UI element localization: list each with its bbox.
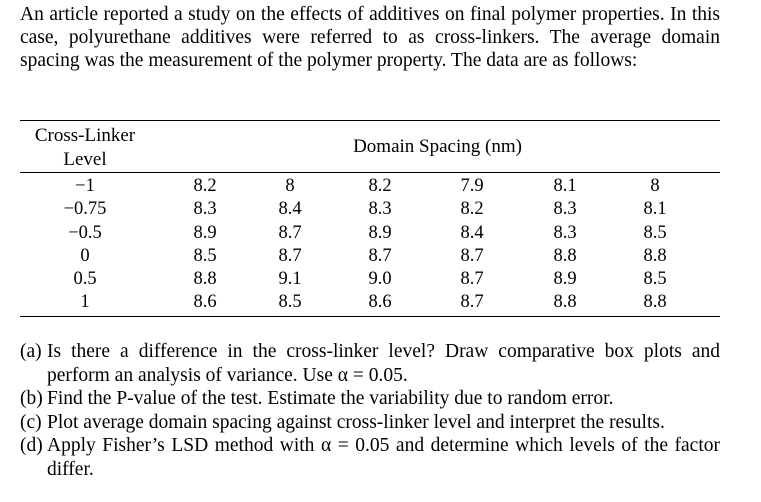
value-cell: 8.4	[460, 222, 484, 243]
value-cell: 8.7	[278, 222, 302, 243]
table-row: 1 8.6 8.5 8.6 8.7 8.8 8.8	[20, 291, 720, 314]
question-item: (d) Apply Fisher’s LSD method with α = 0…	[20, 434, 720, 481]
value-cell: 8.4	[278, 199, 302, 220]
value-cell: 8.9	[368, 222, 392, 243]
value-cell: 8.8	[553, 292, 577, 313]
value-cell: 8.7	[460, 269, 484, 290]
value-cell: 8.2	[193, 176, 217, 196]
question-item: (b) Find the P-value of the test. Estima…	[20, 387, 720, 411]
value-cell: 8.8	[643, 292, 667, 313]
question-item: (a) Is there a difference in the cross-l…	[20, 340, 720, 387]
value-cell: 7.9	[460, 176, 484, 196]
table-row: −0.5 8.9 8.7 8.9 8.4 8.3 8.5	[20, 222, 720, 245]
value-cell: 8.7	[460, 245, 484, 266]
value-cell: 8.5	[193, 245, 217, 266]
question-text: Plot average domain spacing against cros…	[47, 411, 665, 433]
value-cell: 8.9	[553, 269, 577, 290]
table-top-rule	[20, 120, 720, 121]
value-cell: 8.6	[368, 292, 392, 313]
level-column-header: Cross-Linker Level	[20, 124, 150, 172]
question-label: (d)	[20, 435, 43, 456]
value-cell: 8.6	[193, 292, 217, 313]
table-row: 0.5 8.8 9.1 9.0 8.7 8.9 8.5	[20, 268, 720, 291]
value-cell: 8.1	[643, 199, 667, 220]
question-label: (c)	[20, 411, 42, 433]
level-header-line1: Cross-Linker	[34, 125, 136, 146]
question-label: (a)	[20, 341, 42, 362]
domain-spacing-header: Domain Spacing (nm)	[353, 136, 522, 157]
value-cell: 8.3	[193, 199, 217, 220]
value-cell: 8.7	[368, 245, 392, 266]
table-bottom-rule	[20, 316, 720, 317]
value-cell: 8.2	[368, 176, 392, 196]
value-cell: 8	[285, 176, 295, 196]
question-list: (a) Is there a difference in the cross-l…	[20, 340, 720, 481]
value-cell: 8.3	[553, 199, 577, 220]
problem-intro: An article reported a study on the effec…	[20, 4, 720, 71]
value-cell: 8.3	[553, 222, 577, 243]
question-text: Apply Fisher’s LSD method with α = 0.05 …	[47, 435, 720, 480]
value-cell: 9.0	[368, 269, 392, 290]
value-cell: 8.9	[193, 222, 217, 243]
table-row: 0 8.5 8.7 8.7 8.7 8.8 8.8	[20, 245, 720, 268]
value-cell: 8.5	[278, 292, 302, 313]
value-cell: 8.2	[460, 199, 484, 220]
value-cell: 9.1	[278, 269, 302, 290]
level-cell: −0.75	[63, 199, 107, 220]
level-cell: −1	[75, 176, 95, 196]
level-cell: −0.5	[68, 222, 102, 243]
value-cell: 8.7	[278, 245, 302, 266]
level-cell: 1	[80, 292, 90, 313]
question-label: (b)	[20, 388, 43, 409]
question-text: Find the P-value of the test. Estimate t…	[47, 388, 614, 409]
value-cell: 8	[650, 176, 660, 196]
level-cell: 0	[80, 245, 90, 266]
value-cell: 8.8	[553, 245, 577, 266]
table-header-rule	[20, 172, 720, 173]
value-cell: 8.8	[193, 269, 217, 290]
question-text: Is there a difference in the cross-linke…	[47, 341, 720, 386]
value-cell: 8.5	[643, 269, 667, 290]
question-item: (c) Plot average domain spacing against …	[20, 411, 720, 435]
value-cell: 8.7	[460, 292, 484, 313]
value-cell: 8.1	[553, 176, 577, 196]
table-row: −0.75 8.3 8.4 8.3 8.2 8.3 8.1	[20, 198, 720, 221]
level-header-line2: Level	[63, 149, 107, 170]
value-cell: 8.8	[643, 245, 667, 266]
value-cell: 8.5	[643, 222, 667, 243]
value-cell: 8.3	[368, 199, 392, 220]
level-cell: 0.5	[73, 269, 97, 290]
table-row: −1 8.2 8 8.2 7.9 8.1 8	[20, 175, 720, 198]
data-table-body: −1 8.2 8 8.2 7.9 8.1 8 −0.75 8.3 8.4 8.3…	[20, 175, 720, 315]
